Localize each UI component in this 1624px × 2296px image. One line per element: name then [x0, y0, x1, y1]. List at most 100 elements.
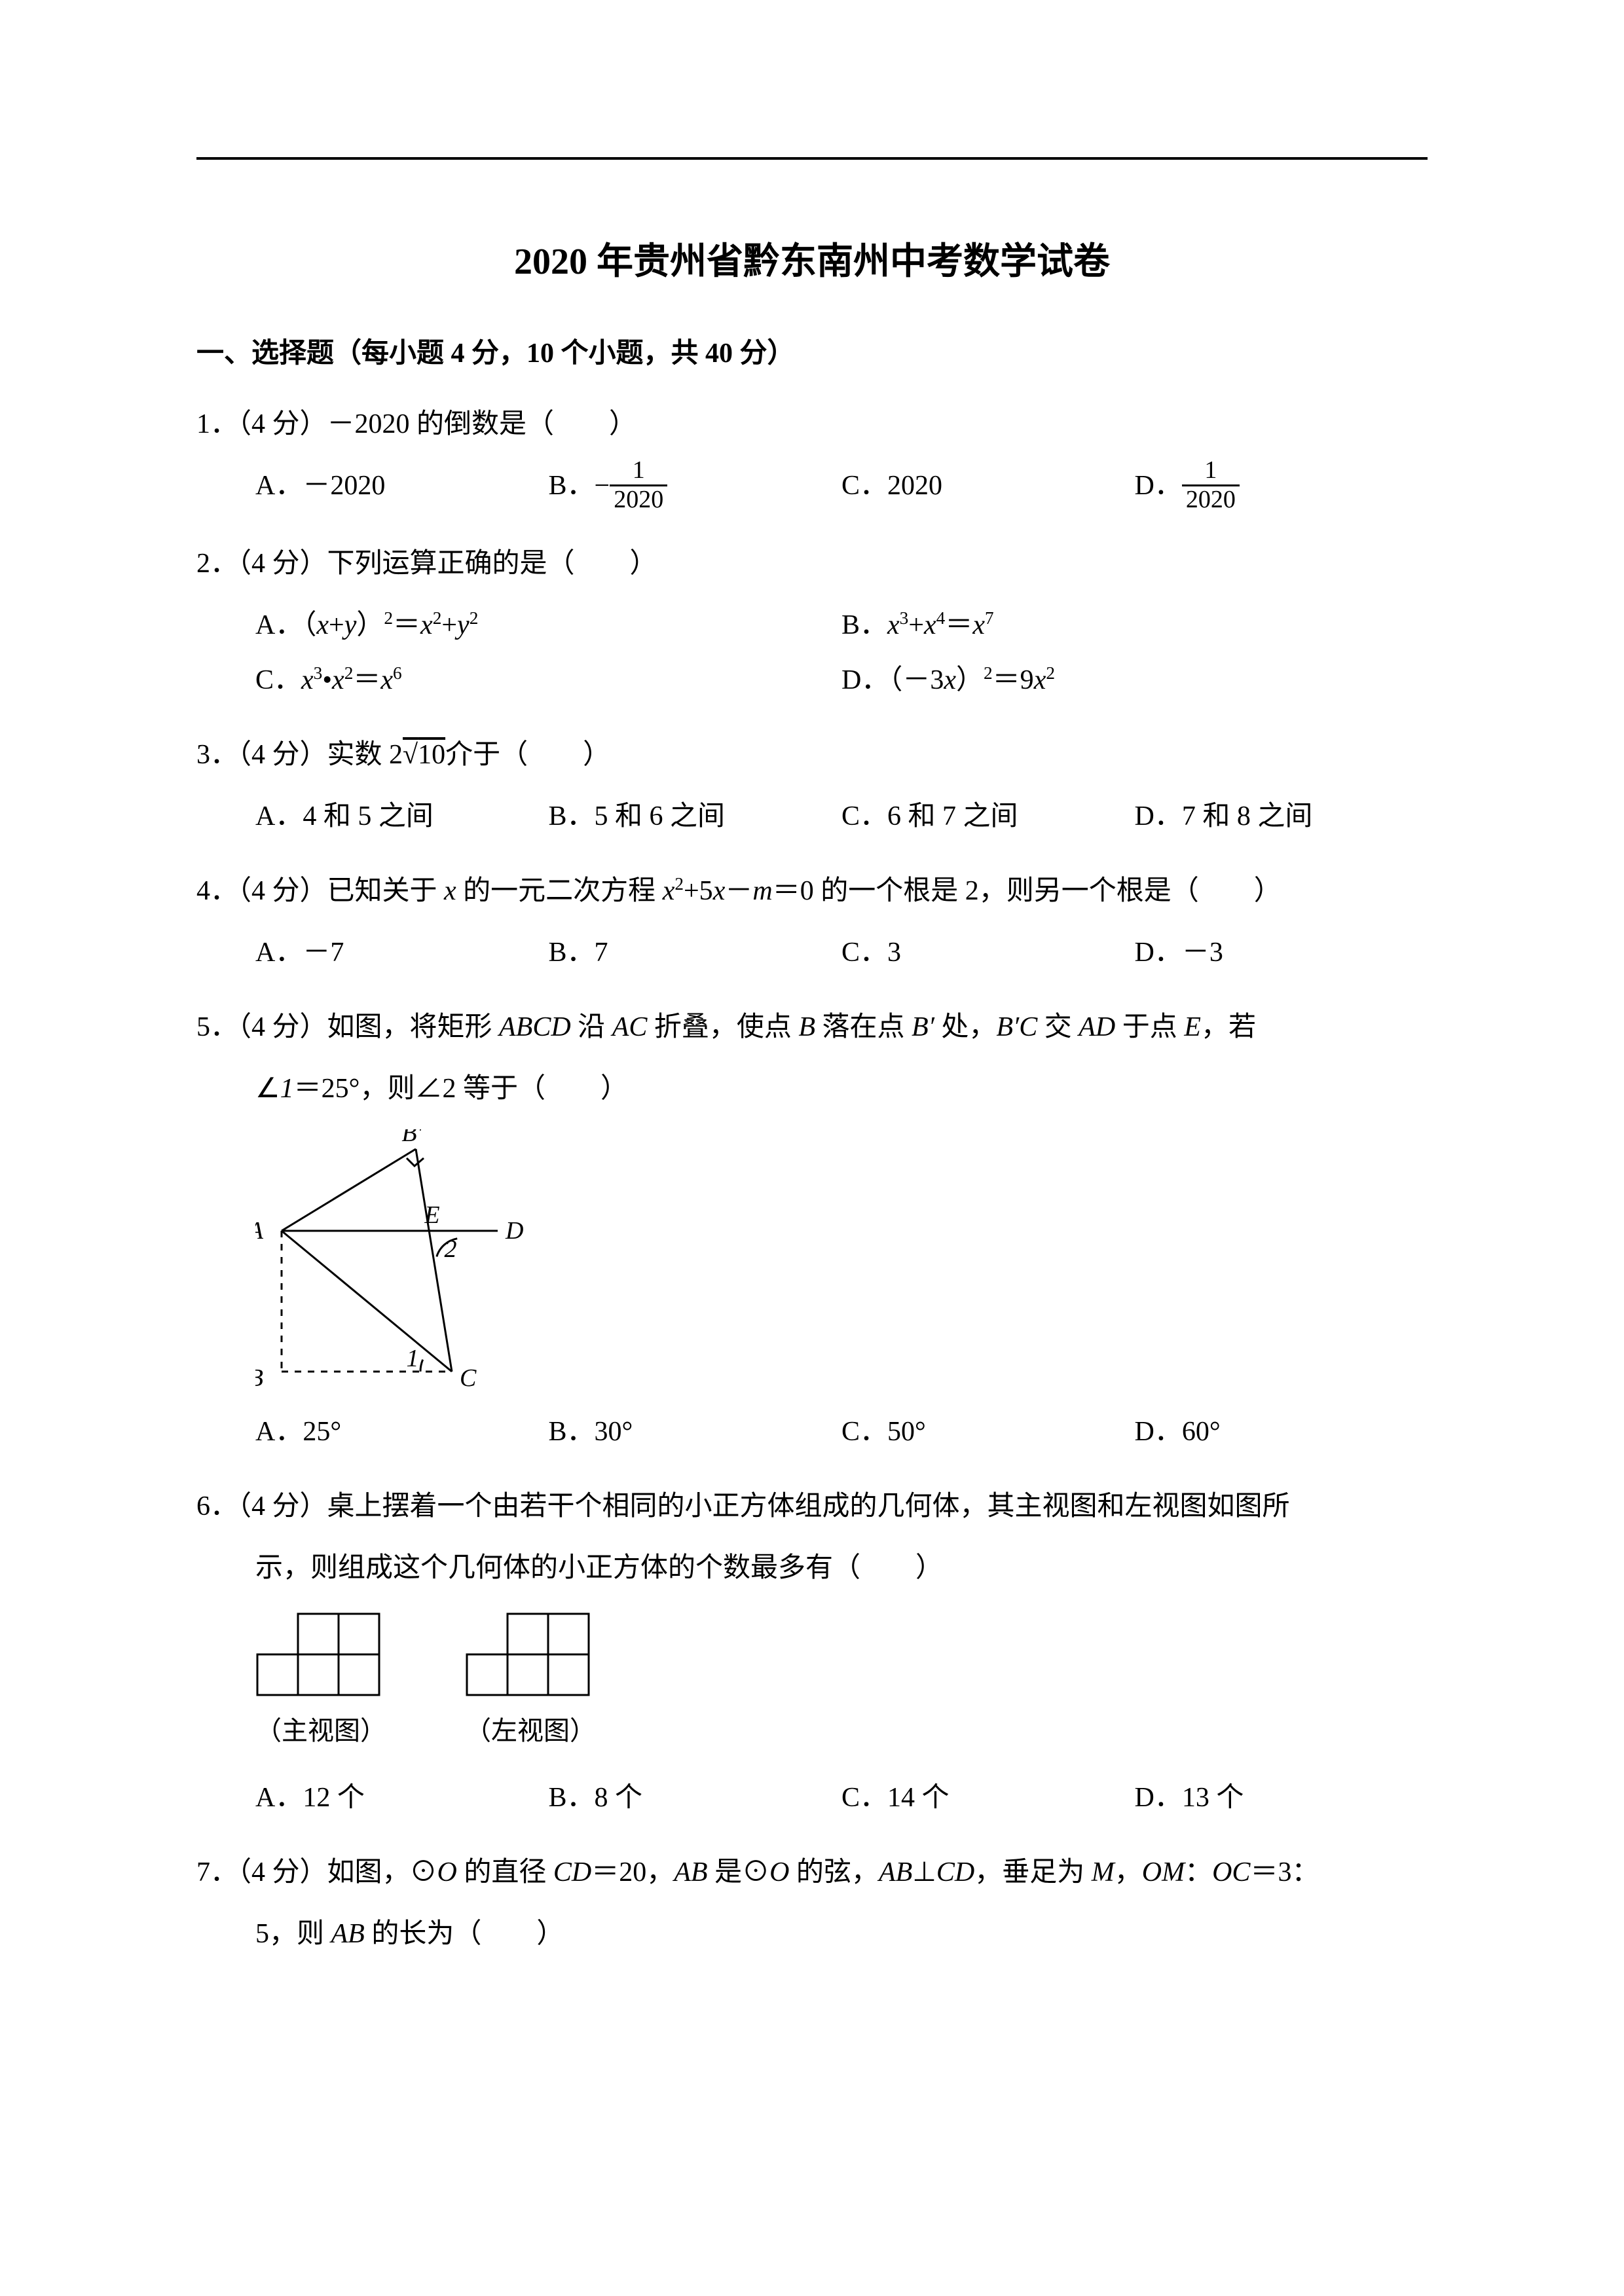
t: x — [887, 610, 900, 640]
q4-stem: 4．（4 分）已知关于 x 的一元二次方程 x2+5x－m＝0 的一个根是 2，… — [196, 864, 1428, 919]
t: ＝3： — [1250, 1857, 1319, 1887]
question-2: 2．（4 分）下列运算正确的是（ ） A．（x+y）2＝x2+y2 B．x3+x… — [196, 536, 1428, 708]
t: B′ — [912, 1012, 934, 1042]
q1-opt-a: A．－2020 — [255, 458, 549, 517]
q6-main-view: （主视图） — [255, 1612, 386, 1757]
t: +5 — [684, 876, 713, 906]
svg-text:B': B' — [401, 1129, 422, 1147]
t: 的弦， — [789, 1857, 879, 1887]
q1-b-prefix: B． — [549, 471, 595, 501]
q4-opt-b: B．7 — [549, 925, 842, 980]
t: x — [301, 665, 314, 695]
frac-num: 1 — [610, 457, 667, 486]
question-3: 3．（4 分）实数 2√10介于（ ） A．4 和 5 之间 B．5 和 6 之… — [196, 727, 1428, 844]
q3-opt-d: D．7 和 8 之间 — [1135, 789, 1428, 844]
t: y — [344, 610, 357, 640]
q3-opt-c: C．6 和 7 之间 — [841, 789, 1135, 844]
t: 落在点 — [815, 1012, 912, 1042]
t: 的直径 — [457, 1857, 553, 1887]
t: B — [798, 1012, 815, 1042]
t: O — [769, 1857, 789, 1887]
t: 沿 — [571, 1012, 612, 1042]
t: ∠ — [255, 1074, 280, 1104]
q4-opt-a: A．－7 — [255, 925, 549, 980]
q5-stem-line1: 5．（4 分）如图，将矩形 ABCD 沿 AC 折叠，使点 B 落在点 B′ 处… — [196, 1000, 1428, 1055]
page-title: 2020 年贵州省黔东南州中考数学试卷 — [196, 232, 1428, 285]
t: + — [908, 610, 924, 640]
q4-options: A．－7 B．7 C．3 D．－3 — [196, 925, 1428, 980]
t: CD — [553, 1857, 591, 1887]
fraction: 12020 — [1182, 457, 1240, 514]
t: 是⊙ — [708, 1857, 770, 1887]
t: + — [441, 610, 457, 640]
q2-opt-a: A．（x+y）2＝x2+y2 — [255, 598, 841, 653]
t: O — [437, 1857, 457, 1887]
q6-stem-line2: 示，则组成这个几何体的小正方体的个数最多有（ ） — [196, 1540, 1428, 1595]
t: ） — [956, 665, 984, 695]
q6-left-svg — [465, 1612, 591, 1697]
svg-text:A: A — [255, 1217, 264, 1245]
t: ＝ — [393, 610, 420, 640]
t: B． — [841, 610, 887, 640]
t: B′C — [996, 1012, 1037, 1042]
q7-stem-line2: 5，则 AB 的长为（ ） — [196, 1906, 1428, 1961]
fraction: 12020 — [610, 457, 667, 514]
frac-num: 1 — [1182, 457, 1240, 486]
t: E — [1184, 1012, 1201, 1042]
q4-opt-c: C．3 — [841, 925, 1135, 980]
t: C． — [255, 665, 301, 695]
frac-den: 2020 — [1182, 486, 1240, 514]
exam-page: 2020 年贵州省黔东南州中考数学试卷 一、选择题（每小题 4 分，10 个小题… — [0, 0, 1624, 2296]
q1-opt-b: B．−12020 — [549, 458, 842, 517]
q6-main-caption: （主视图） — [255, 1705, 386, 1757]
t: + — [329, 610, 344, 640]
q3-stem: 3．（4 分）实数 2√10介于（ ） — [196, 727, 1428, 782]
t: 介于（ ） — [445, 740, 610, 770]
q2-opt-c: C．x3•x2＝x6 — [255, 653, 841, 708]
q6-left-caption: （左视图） — [465, 1705, 596, 1757]
t: 10 — [418, 740, 445, 770]
t: ⊥ — [912, 1857, 936, 1887]
t: ， — [1115, 1857, 1142, 1887]
q1-opt-c: C．2020 — [841, 458, 1135, 517]
q2-opt-d: D．（－3x）2＝9x2 — [841, 653, 1428, 708]
t: x — [380, 665, 393, 695]
q2-opt-b: B．x3+x4＝x7 — [841, 598, 1428, 653]
q6-stem-line1: 6．（4 分）桌上摆着一个由若干个相同的小正方体组成的几何体，其主视图和左视图如… — [196, 1479, 1428, 1534]
q6-opt-b: B．8 个 — [549, 1770, 842, 1825]
q6-opt-a: A．12 个 — [255, 1770, 549, 1825]
svg-text:E: E — [424, 1201, 439, 1229]
t: x — [663, 876, 675, 906]
t: ＝0 的一个根是 2，则另一个根是（ ） — [773, 876, 1282, 906]
top-rule — [196, 157, 1428, 160]
t: OC — [1212, 1857, 1250, 1887]
q5-options: A．25° B．30° C．50° D．60° — [196, 1404, 1428, 1459]
t: 折叠，使点 — [647, 1012, 798, 1042]
svg-text:1: 1 — [407, 1345, 419, 1372]
t: AD — [1079, 1012, 1115, 1042]
q5-opt-d: D．60° — [1135, 1404, 1428, 1459]
question-6: 6．（4 分）桌上摆着一个由若干个相同的小正方体组成的几何体，其主视图和左视图如… — [196, 1479, 1428, 1825]
q6-options: A．12 个 B．8 个 C．14 个 D．13 个 — [196, 1770, 1428, 1825]
frac-den: 2020 — [610, 486, 667, 514]
question-5: 5．（4 分）如图，将矩形 ABCD 沿 AC 折叠，使点 B 落在点 B′ 处… — [196, 1000, 1428, 1459]
t: D．（－3 — [841, 665, 944, 695]
t: － — [725, 876, 752, 906]
question-7: 7．（4 分）如图，⊙O 的直径 CD＝20，AB 是⊙O 的弦，AB⊥CD，垂… — [196, 1845, 1428, 1961]
t: 4．（4 分）已知关于 — [196, 876, 444, 906]
t: 的一元二次方程 — [456, 876, 663, 906]
t: x — [444, 876, 456, 906]
t: • — [322, 665, 332, 695]
t: 5，则 — [255, 1919, 331, 1949]
t: 7．（4 分）如图，⊙ — [196, 1857, 437, 1887]
t: x — [713, 876, 726, 906]
t: ＝ — [945, 610, 972, 640]
t: 5．（4 分）如图，将矩形 — [196, 1012, 499, 1042]
svg-text:C: C — [460, 1364, 477, 1391]
t: 3．（4 分）实数 2 — [196, 740, 403, 770]
q4-opt-d: D．－3 — [1135, 925, 1428, 980]
t: x — [972, 610, 985, 640]
q1-options: A．－2020 B．−12020 C．2020 D．12020 — [196, 458, 1428, 517]
q3-options: A．4 和 5 之间 B．5 和 6 之间 C．6 和 7 之间 D．7 和 8… — [196, 789, 1428, 844]
t: ＝ — [353, 665, 380, 695]
